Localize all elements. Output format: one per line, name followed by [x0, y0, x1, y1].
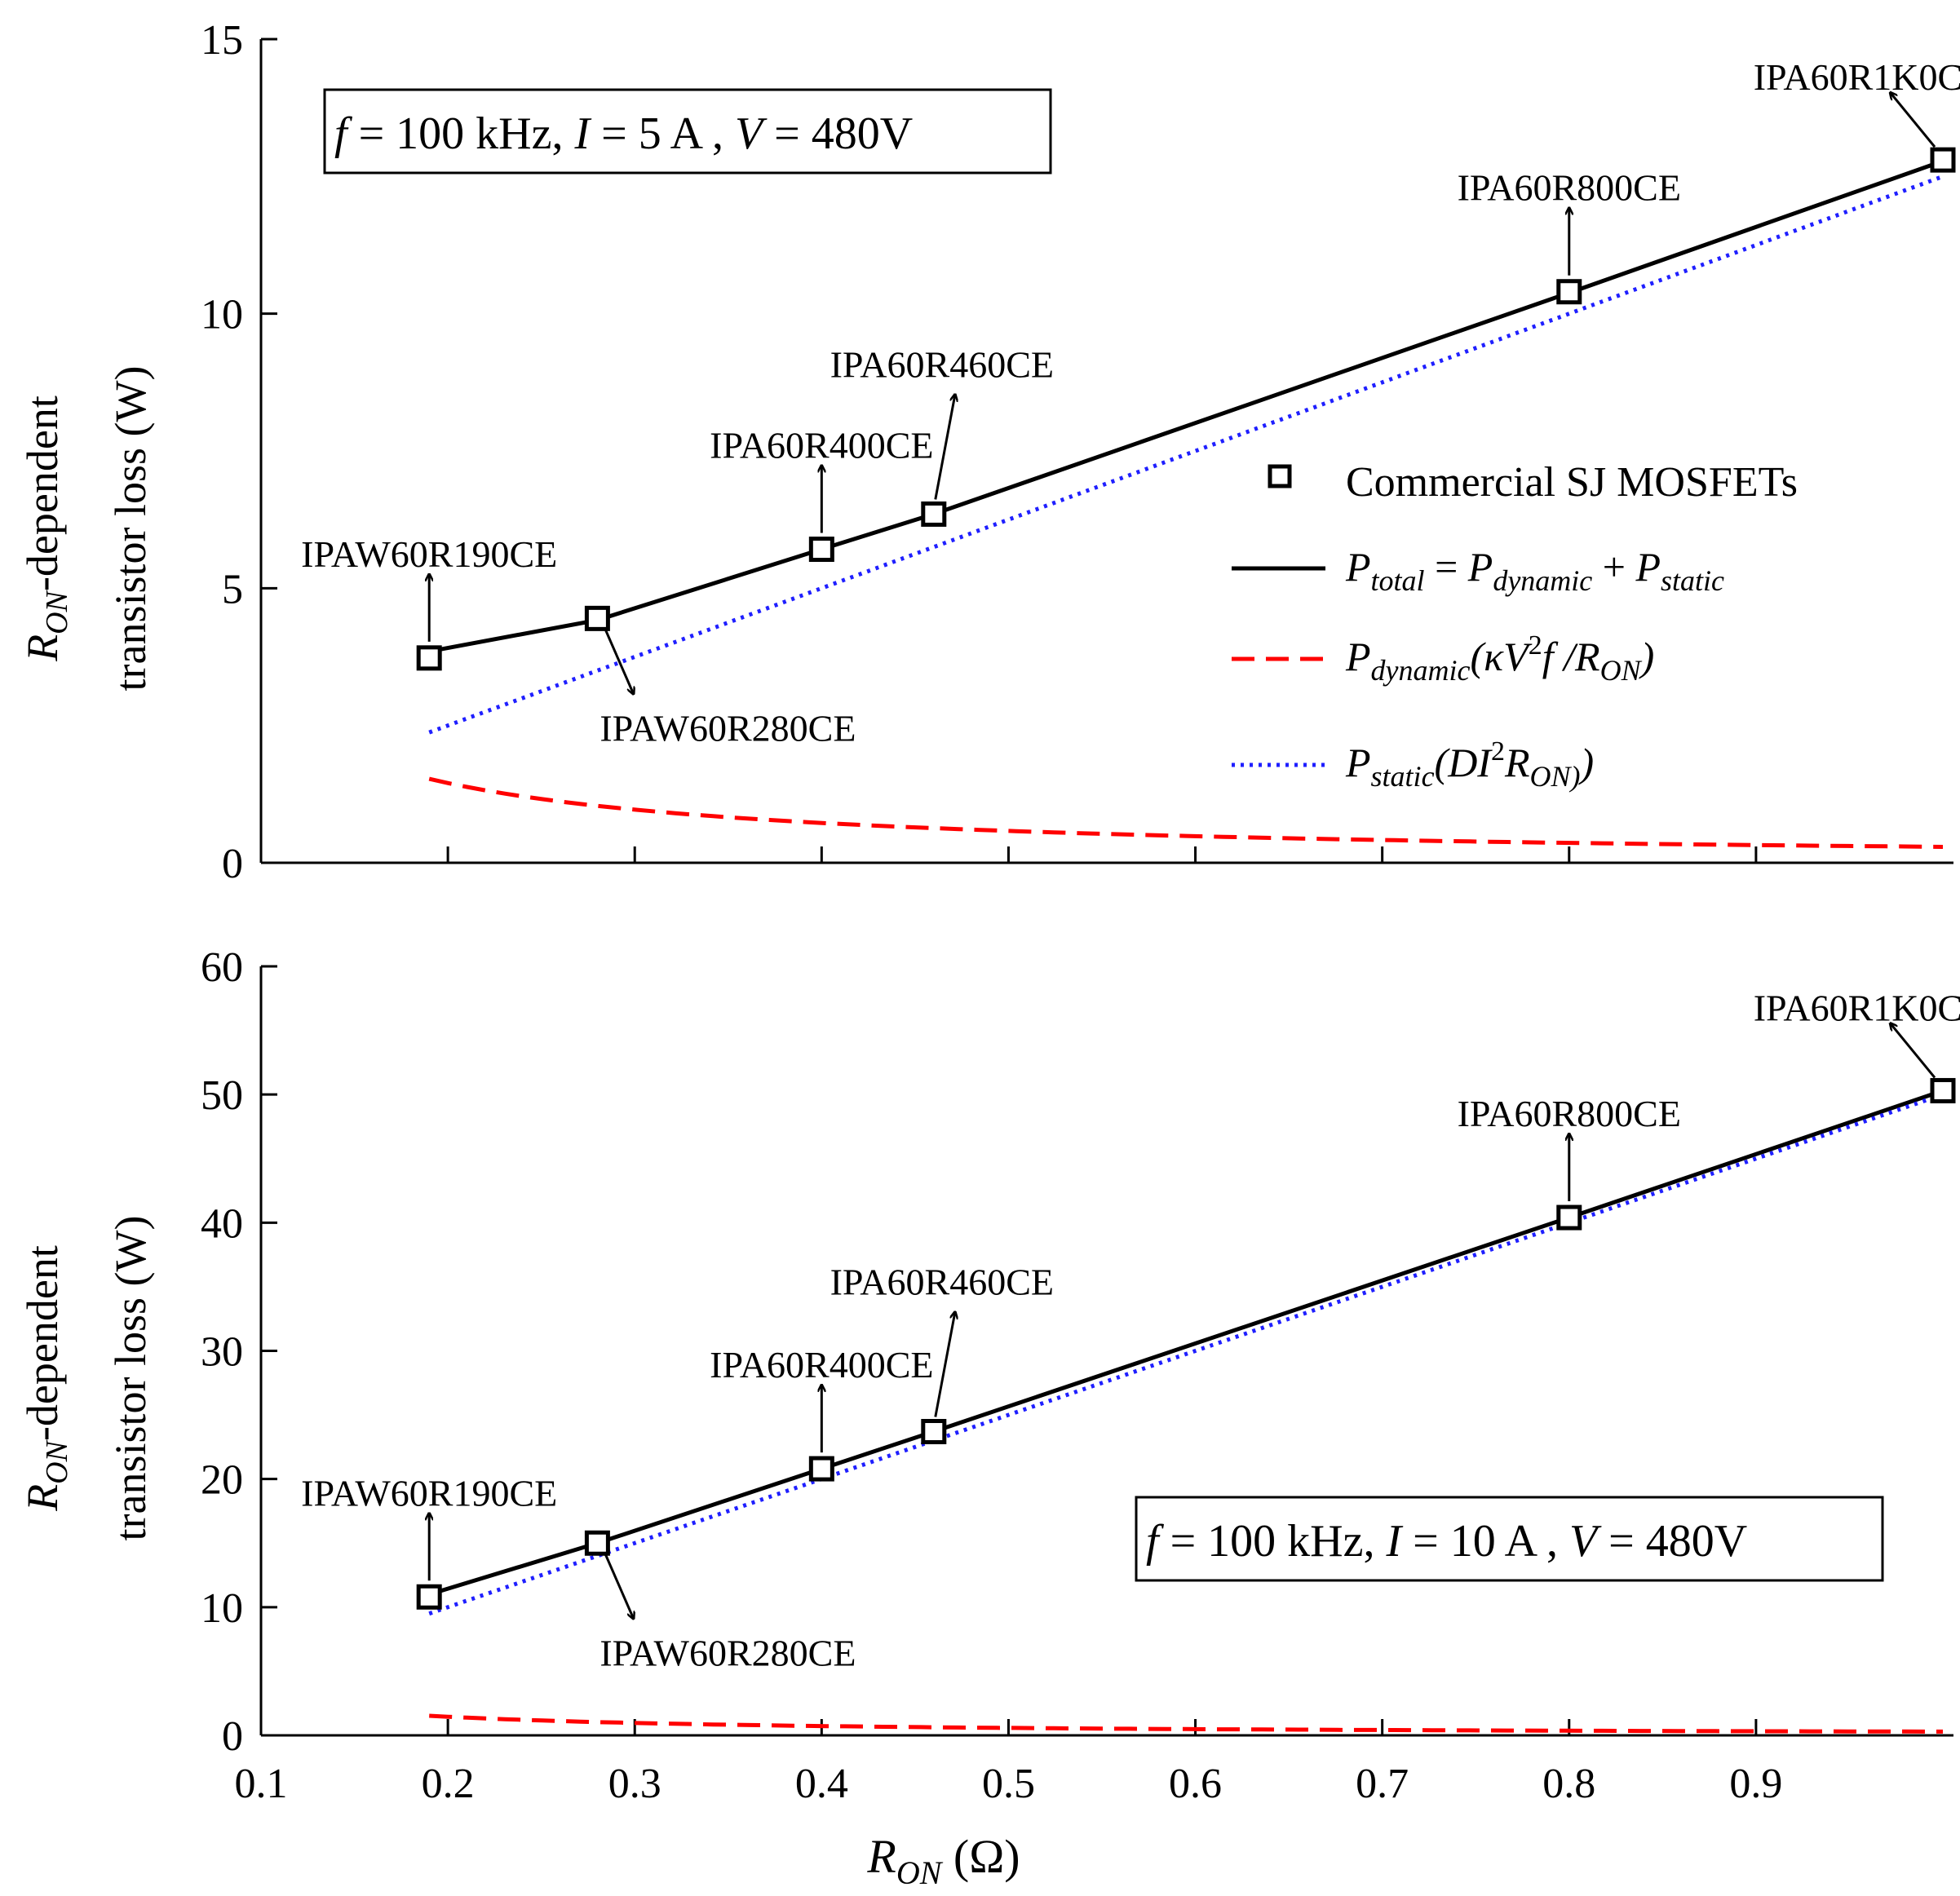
conditions-box: f = 100 kHz, I = 5 A , V = 480V	[323, 88, 1052, 175]
data-point-marker	[808, 537, 834, 563]
y-axis-label-top: RON-dependent transistor loss (W)	[18, 366, 155, 692]
top-panel: 0 5 10 15 IPAW60R190CE IPAW60R280CE IPA60R400…	[18, 17, 1960, 887]
annotation-label: IPAW60R280CE	[600, 707, 856, 749]
annotation-label: IPAW60R280CE	[600, 1632, 856, 1673]
annotation-label: IPA60R400CE	[710, 425, 933, 466]
series-dotted	[428, 1092, 1944, 1616]
data-point-marker	[1930, 1077, 1956, 1103]
data-point-marker	[584, 605, 610, 631]
y-tick-label: 50	[201, 1072, 243, 1119]
y-tick-label: 15	[201, 17, 243, 64]
legend-marker-square	[1268, 464, 1292, 488]
bottom-panel: 0 10 20 30 40 50 60 0.1 0.2 0.3 0.4 0.5 0.6 0.7 0.8 0.9…	[18, 944, 1960, 1891]
y-tick-label: 10	[201, 1585, 243, 1632]
legend-label-markers: Commercial SJ MOSFETs	[1346, 459, 1798, 506]
x-tick-label: 0.3	[608, 1761, 661, 1807]
y-tick-label: 10	[201, 292, 243, 338]
y-tick-label: 0	[222, 1713, 243, 1760]
svg-text:RON-dependent: RON-dependent	[18, 1245, 74, 1512]
annotation-label: IPAW60R190CE	[301, 1472, 557, 1514]
y-tick-label: 40	[201, 1200, 243, 1247]
y-axis-label-bottom: RON-dependent transistor loss (W)	[18, 1216, 155, 1541]
series-dotted	[428, 174, 1944, 735]
y-tick-label: 60	[201, 944, 243, 991]
x-tick-label: 0.1	[235, 1761, 288, 1807]
annotation-label: IPA60R1K0CE	[1754, 56, 1960, 98]
annotation-label: IPA60R1K0CE	[1754, 987, 1960, 1028]
data-point-marker	[416, 1584, 442, 1610]
svg-text:f = 100 kHz, I = 5 A , V = 480: f = 100 kHz, I = 5 A , V = 480V	[334, 108, 913, 159]
data-point-marker	[1930, 147, 1956, 173]
data-point-marker	[1556, 1204, 1582, 1231]
svg-text:RON-dependent: RON-dependent	[18, 396, 74, 662]
x-tick-label: 0.6	[1169, 1761, 1222, 1807]
y-tick-label: 0	[222, 841, 243, 887]
annotation-arrow	[604, 629, 633, 693]
y-tick-label: 20	[201, 1457, 243, 1504]
data-point-marker	[416, 645, 442, 671]
legend-label-static: Pstatic(DI2RON))	[1345, 736, 1594, 793]
x-tick-label: 0.2	[422, 1761, 475, 1807]
svg-text:transistor loss (W): transistor loss (W)	[106, 1216, 155, 1541]
data-point-marker	[1556, 279, 1582, 305]
y-tick-label: 30	[201, 1329, 243, 1376]
annotation-arrow	[934, 395, 955, 500]
series-dashed	[428, 776, 1944, 849]
annotation-label: IPA60R800CE	[1458, 167, 1681, 209]
data-point-marker	[921, 1419, 947, 1445]
annotation-arrow	[604, 1553, 633, 1618]
data-point-marker	[808, 1456, 834, 1482]
x-axis-label: RON (Ω)	[866, 1830, 1020, 1891]
annotation-label: IPA60R460CE	[830, 343, 1054, 385]
conditions-box: f = 100 kHz, I = 10 A , V = 480V	[1135, 1496, 1884, 1582]
annotation-label: IPA60R800CE	[1458, 1093, 1681, 1134]
annotation-label: IPA60R460CE	[830, 1262, 1054, 1303]
svg-text:f = 100 kHz, I = 10 A , V = 48: f = 100 kHz, I = 10 A , V = 480V	[1146, 1516, 1747, 1567]
y-tick-label: 5	[222, 566, 243, 612]
series-solid	[428, 159, 1944, 654]
annotation-arrow	[1891, 93, 1936, 148]
annotation-arrow	[1891, 1023, 1936, 1079]
legend: Commercial SJ MOSFETs Ptotal = Pdynamic …	[1232, 459, 1798, 793]
legend-label-dynamic: Pdynamic(κV2f /RON)	[1345, 630, 1654, 687]
x-tick-label: 0.7	[1356, 1761, 1409, 1807]
data-point-marker	[584, 1530, 610, 1556]
series-solid	[428, 1089, 1944, 1597]
data-point-marker	[921, 501, 947, 527]
x-tick-label: 0.5	[982, 1761, 1035, 1807]
annotation-label: IPA60R400CE	[710, 1344, 933, 1386]
series-dashed	[429, 1713, 1943, 1734]
x-tick-label: 0.8	[1542, 1761, 1595, 1807]
x-tick-label: 0.9	[1729, 1761, 1782, 1807]
legend-label-total: Ptotal = Pdynamic + Pstatic	[1345, 544, 1724, 597]
x-tick-label: 0.4	[795, 1761, 848, 1807]
svg-text:transistor loss (W): transistor loss (W)	[106, 366, 155, 692]
annotation-label: IPAW60R190CE	[301, 533, 557, 575]
annotation-arrow	[934, 1313, 955, 1417]
